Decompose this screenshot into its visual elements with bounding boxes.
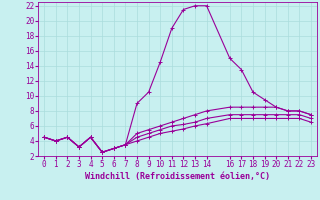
X-axis label: Windchill (Refroidissement éolien,°C): Windchill (Refroidissement éolien,°C): [85, 172, 270, 181]
